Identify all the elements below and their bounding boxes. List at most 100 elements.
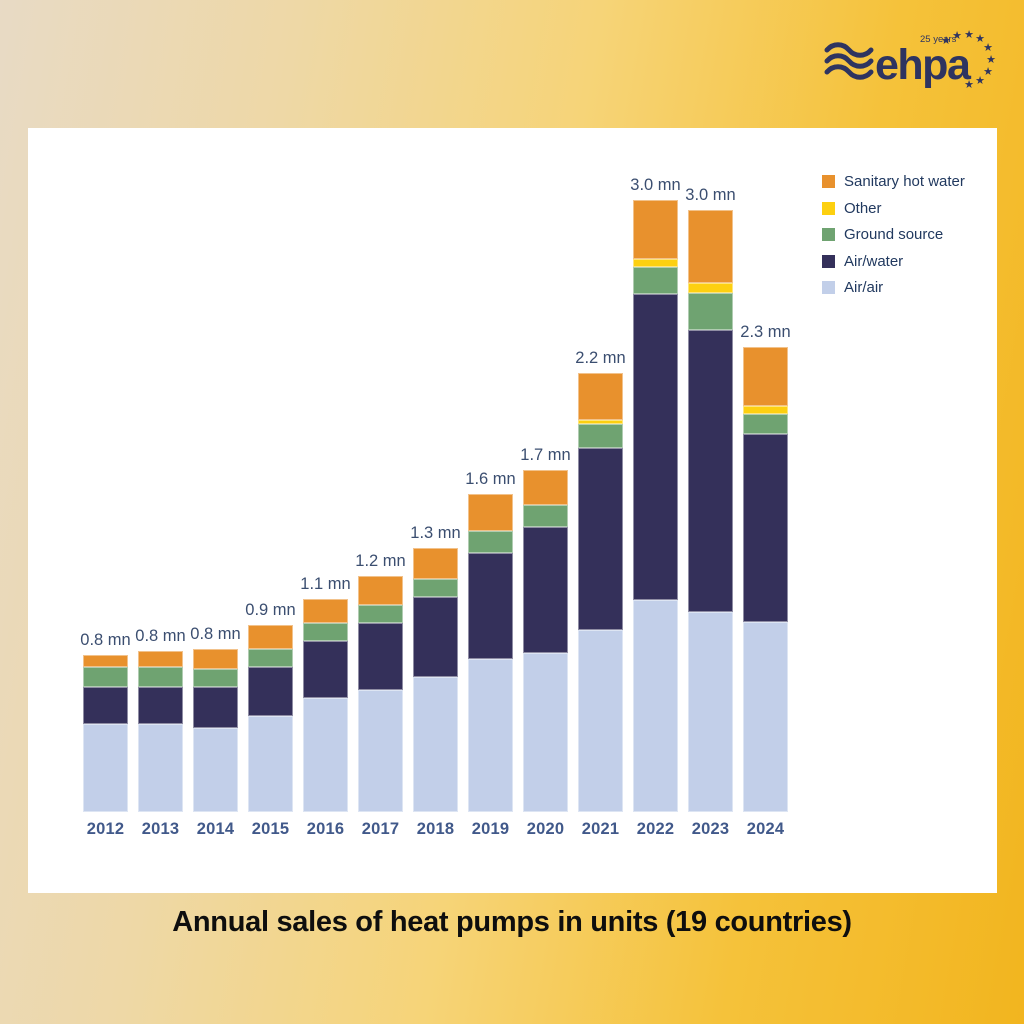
legend-swatch-icon <box>822 175 835 188</box>
bar-segment-sanitary-hot-water <box>413 548 458 579</box>
bar-2019: 1.6 mn <box>465 470 516 812</box>
bar-segment-ground-source <box>138 667 183 687</box>
bar-value-label: 3.0 mn <box>685 186 736 204</box>
bar-segment-other <box>688 283 733 293</box>
legend-swatch-icon <box>822 201 835 215</box>
legend-swatch-icon <box>822 281 835 294</box>
bar-segment-ground-source <box>633 267 678 294</box>
bar-segment-air-air <box>193 728 238 812</box>
bar-value-label: 0.9 mn <box>245 601 296 619</box>
legend-label: Other <box>844 199 882 217</box>
bar-segment-sanitary-hot-water <box>523 470 568 505</box>
bar-segment-ground-source <box>358 605 403 623</box>
bar-segment-air-air <box>633 600 678 812</box>
legend-item-sanitary-hot-water: Sanitary hot water <box>822 173 965 190</box>
chart-legend: Sanitary hot water Other Ground source Air/… <box>822 173 965 306</box>
ehpa-wordmark: ehpa <box>875 41 972 89</box>
x-tick-label-2017: 2017 <box>361 820 400 838</box>
bar-segment-sanitary-hot-water <box>578 373 623 420</box>
bar-segment-sanitary-hot-water <box>248 625 293 649</box>
bar-value-label: 1.2 mn <box>355 552 406 570</box>
bar-segment-sanitary-hot-water <box>743 347 788 406</box>
x-tick-label-2014: 2014 <box>196 820 235 838</box>
bar-segment-air-air <box>743 622 788 812</box>
svg-text:★: ★ <box>975 32 985 45</box>
bar-segment-sanitary-hot-water <box>358 576 403 605</box>
legend-item-air-water: Air/water <box>822 253 965 270</box>
bar-segment-sanitary-hot-water <box>138 651 183 667</box>
x-tick-label-2018: 2018 <box>416 820 455 838</box>
bar-segment-air-water <box>688 330 733 612</box>
legend-item-air-air: Air/air <box>822 279 965 296</box>
svg-text:★: ★ <box>964 28 974 41</box>
bar-segment-ground-source <box>248 649 293 667</box>
bar-segment-ground-source <box>303 623 348 641</box>
legend-label: Ground source <box>844 226 944 243</box>
bar-segment-ground-source <box>193 669 238 687</box>
bar-segment-air-air <box>248 716 293 812</box>
bar-segment-air-water <box>468 553 513 659</box>
bar-segment-air-water <box>358 623 403 690</box>
svg-text:★: ★ <box>983 41 993 54</box>
bar-segment-ground-source <box>743 414 788 434</box>
svg-text:★: ★ <box>975 74 985 87</box>
svg-text:★: ★ <box>986 53 996 66</box>
x-tick-label-2016: 2016 <box>306 820 345 838</box>
ehpa-logo-graphic: ehpa 25 years ★ ★ ★ ★ ★ ★ ★ ★ ★ <box>824 28 996 91</box>
bar-segment-ground-source <box>523 505 568 527</box>
bar-2015: 0.9 mn <box>245 601 296 812</box>
x-tick-label-2022: 2022 <box>636 820 675 838</box>
x-tick-label-2015: 2015 <box>251 820 290 838</box>
x-tick-label-2019: 2019 <box>471 820 510 838</box>
bar-segment-air-air <box>578 630 623 812</box>
bar-value-label: 0.8 mn <box>80 631 131 649</box>
x-tick-label-2024: 2024 <box>746 820 785 838</box>
legend-label: Sanitary hot water <box>844 173 965 190</box>
bar-segment-ground-source <box>688 293 733 330</box>
bar-value-label: 1.3 mn <box>410 524 461 542</box>
bar-segment-ground-source <box>83 667 128 687</box>
bar-2020: 1.7 mn <box>520 446 571 812</box>
bar-segment-air-water <box>413 597 458 677</box>
bar-2018: 1.3 mn <box>410 524 461 812</box>
svg-text:★: ★ <box>983 65 993 78</box>
waves-icon <box>824 42 874 80</box>
bar-segment-air-water <box>633 294 678 600</box>
bar-segment-air-water <box>743 434 788 622</box>
legend-label: Air/water <box>844 252 904 270</box>
bar-segment-other <box>633 259 678 267</box>
bar-2013: 0.8 mn <box>135 627 186 812</box>
bar-2014: 0.8 mn <box>190 625 241 812</box>
bar-segment-air-water <box>248 667 293 716</box>
bar-2012: 0.8 mn <box>80 631 131 812</box>
x-tick-label-2013: 2013 <box>141 820 180 838</box>
bar-segment-air-water <box>83 687 128 724</box>
bar-segment-sanitary-hot-water <box>303 599 348 623</box>
bar-value-label: 2.2 mn <box>575 349 626 367</box>
bar-segment-sanitary-hot-water <box>633 200 678 259</box>
bar-2023: 3.0 mn <box>685 186 736 812</box>
bar-segment-air-water <box>578 448 623 630</box>
legend-swatch-icon <box>822 254 835 268</box>
bar-segment-air-air <box>83 724 128 812</box>
bar-2017: 1.2 mn <box>355 552 406 812</box>
bar-segment-sanitary-hot-water <box>468 494 513 531</box>
bar-value-label: 1.1 mn <box>300 575 351 593</box>
bar-value-label: 2.3 mn <box>740 323 791 341</box>
bar-segment-air-air <box>523 653 568 812</box>
bar-value-label: 0.8 mn <box>135 627 186 645</box>
x-tick-label-2023: 2023 <box>691 820 730 838</box>
bar-segment-air-air <box>468 659 513 812</box>
bar-segment-air-air <box>303 698 348 812</box>
bar-segment-air-water <box>138 687 183 724</box>
bar-2024: 2.3 mn <box>740 323 791 812</box>
bar-segment-ground-source <box>468 531 513 553</box>
x-tick-label-2020: 2020 <box>526 820 565 838</box>
bar-2022: 3.0 mn <box>630 176 681 812</box>
bar-segment-air-water <box>193 687 238 728</box>
ehpa-logo: ehpa 25 years ★ ★ ★ ★ ★ ★ ★ ★ ★ <box>818 24 996 91</box>
legend-swatch-icon <box>822 228 835 241</box>
x-tick-label-2021: 2021 <box>581 820 620 838</box>
bar-segment-other <box>743 406 788 414</box>
bar-segment-ground-source <box>578 424 623 448</box>
